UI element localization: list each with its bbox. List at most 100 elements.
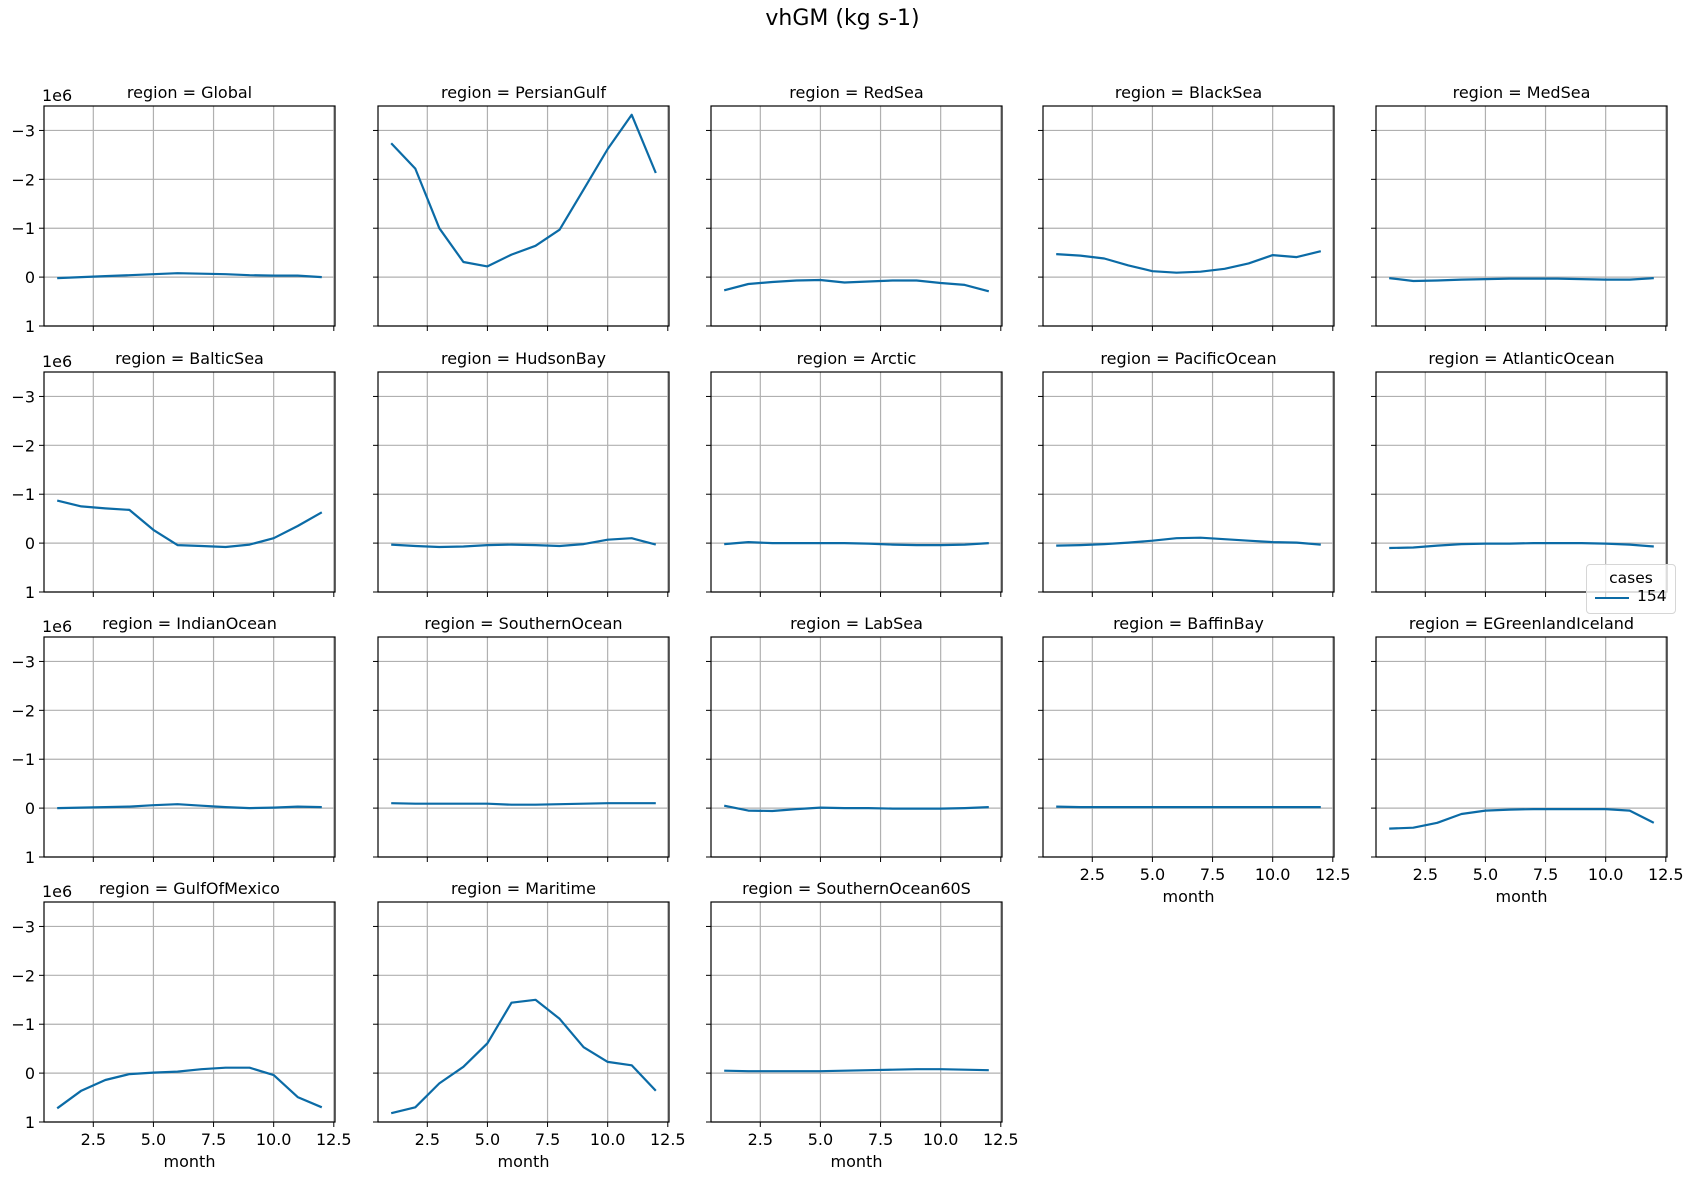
series-line-154 (723, 278, 990, 293)
series-line-154 (390, 998, 657, 1115)
x-axis-label: month (498, 1152, 550, 1171)
y-offset-label: 1e6 (42, 882, 72, 901)
panel-title: region = SouthernOcean60S (742, 879, 971, 898)
axes-frame (1042, 105, 1335, 327)
ytick-label: −1 (11, 219, 35, 238)
series-line-154 (56, 1066, 323, 1110)
axes-frame (43, 371, 336, 593)
panel-title: region = GulfOfMexico (99, 879, 280, 898)
series-line-154 (1389, 541, 1654, 550)
xtick-label: 7.5 (535, 1130, 560, 1149)
xtick-label: 2.5 (1413, 865, 1438, 884)
ytick-label: 1 (25, 317, 35, 336)
facet-panel: region = BlackSea (1038, 83, 1335, 331)
xtick-label: 12.5 (650, 1130, 686, 1149)
ytick-label: −1 (11, 485, 35, 504)
xtick-label: 5.0 (1473, 865, 1498, 884)
series-line-154 (1056, 536, 1321, 547)
xtick-label: 12.5 (983, 1130, 1019, 1149)
panel-title: region = SouthernOcean (424, 614, 622, 633)
ytick-label: 0 (25, 534, 35, 553)
ytick-label: 1 (25, 848, 35, 867)
y-offset-label: 1e6 (42, 617, 72, 636)
panel-title: region = Global (127, 83, 252, 102)
xtick-label: 5.0 (475, 1130, 500, 1149)
facet-panel: region = HudsonBay (373, 349, 670, 597)
axes-frame (1375, 636, 1668, 858)
legend-line-swatch (1595, 597, 1629, 599)
series-line-154 (723, 804, 989, 813)
xtick-label: 7.5 (201, 1130, 226, 1149)
ytick-label: 1 (25, 583, 35, 602)
series-line-154 (391, 802, 656, 806)
axes-frame (1042, 371, 1335, 593)
legend-entry-label: 154 (1637, 587, 1667, 605)
axes-frame (1042, 636, 1335, 858)
axes-frame (710, 105, 1003, 327)
ytick-label: −2 (11, 170, 35, 189)
legend-title: cases (1609, 569, 1653, 587)
ytick-label: −2 (11, 436, 35, 455)
ytick-label: −2 (11, 966, 35, 985)
series-line-154 (56, 499, 323, 549)
xtick-label: 12.5 (1315, 865, 1351, 884)
xtick-label: 10.0 (1255, 865, 1291, 884)
axes-frame (710, 636, 1003, 858)
facet-panel: 2.5 5.0 7.5 10.0 12.5 month region = EGreenlan… (1371, 614, 1684, 906)
xtick-label: 10.0 (590, 1130, 626, 1149)
y-offset-label: 1e6 (42, 86, 72, 105)
figure-title: vhGM (kg s-1) (765, 6, 920, 31)
xtick-label: 2.5 (1080, 865, 1105, 884)
y-offset-label: 1e6 (42, 352, 72, 371)
series-line-154 (390, 113, 657, 268)
xtick-label: 10.0 (923, 1130, 959, 1149)
panel-title: region = AtlanticOcean (1428, 349, 1614, 368)
axes-frame (377, 105, 670, 327)
axes-frame (43, 105, 336, 327)
x-axis-label: month (164, 1152, 216, 1171)
facet-panel: region = AtlanticOcean (1371, 349, 1668, 597)
xtick-label: 10.0 (256, 1130, 292, 1149)
xtick-label: 5.0 (141, 1130, 166, 1149)
x-axis-label: month (1496, 887, 1548, 906)
ytick-label: 1 (25, 1113, 35, 1132)
series-line-154 (391, 537, 657, 549)
series-line-154 (724, 1068, 989, 1073)
ytick-label: 0 (25, 1064, 35, 1083)
xtick-label: 5.0 (808, 1130, 833, 1149)
x-axis-label: month (1163, 887, 1215, 906)
ytick-label: −1 (11, 750, 35, 769)
xtick-label: 2.5 (81, 1130, 106, 1149)
xtick-label: 5.0 (1140, 865, 1165, 884)
ytick-label: −3 (11, 652, 35, 671)
xtick-label: 2.5 (748, 1130, 773, 1149)
facet-panel: region = PacificOcean (1038, 349, 1335, 597)
ytick-label: −3 (11, 917, 35, 936)
xtick-label: 2.5 (415, 1130, 440, 1149)
facet-panel: −3 −2 −1 0 1 1e6 region = Global (11, 83, 336, 336)
xtick-label: 10.0 (1588, 865, 1624, 884)
axes-frame (43, 901, 336, 1123)
series-line-154 (1389, 807, 1655, 830)
facet-panel: region = LabSea (706, 614, 1003, 862)
ytick-label: −2 (11, 701, 35, 720)
x-axis-label: month (831, 1152, 883, 1171)
panel-title: region = MedSea (1453, 83, 1591, 102)
panel-title: region = RedSea (789, 83, 923, 102)
axes-frame (1375, 105, 1668, 327)
ytick-label: −1 (11, 1015, 35, 1034)
axes-frame (377, 371, 670, 593)
ytick-label: 0 (25, 799, 35, 818)
legend: cases 154 (1586, 564, 1676, 614)
facet-panel: region = Arctic (706, 349, 1003, 597)
series-line-154 (1056, 805, 1321, 809)
axes-frame (710, 901, 1003, 1123)
facet-panel: −3 −2 −1 0 1 1e6 region = IndianOcean (11, 614, 336, 867)
xtick-label: 7.5 (1200, 865, 1225, 884)
xtick-label: 7.5 (1533, 865, 1558, 884)
panel-title: region = Arctic (797, 349, 917, 368)
facet-panel: region = PersianGulf (373, 83, 670, 331)
ytick-label: −3 (11, 121, 35, 140)
panel-title: region = PersianGulf (441, 83, 606, 102)
